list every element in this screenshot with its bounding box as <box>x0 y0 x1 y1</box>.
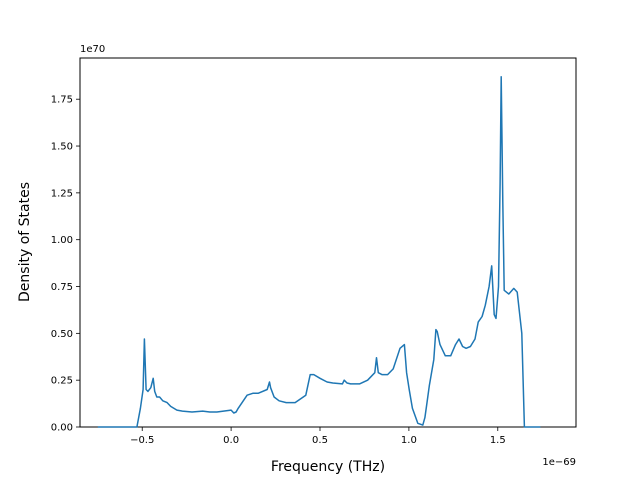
plot-frame <box>79 57 577 428</box>
x-tick-label: 0.0 <box>223 435 239 446</box>
y-tick-label: 1.25 <box>51 188 73 199</box>
x-tick-label: 1.0 <box>401 435 417 446</box>
x-axis-ticks: −0.5 0.0 0.5 1.0 1.5 <box>130 427 506 446</box>
x-axis-title: Frequency (THz) <box>271 459 385 475</box>
y-tick-label: 0.50 <box>51 329 73 340</box>
x-tick-label: 0.5 <box>312 435 328 446</box>
y-tick-label: 1.75 <box>51 95 73 106</box>
y-axis-ticks: 0.00 0.25 0.50 0.75 1.00 1.25 1.50 1.75 <box>51 95 80 434</box>
dos-series-line <box>97 75 541 428</box>
y-tick-label: 0.25 <box>51 376 73 387</box>
y-tick-label: 1.00 <box>51 235 73 246</box>
y-tick-label: 0.75 <box>51 282 73 293</box>
x-axis-exponent-label: 1e−69 <box>542 457 576 468</box>
y-tick-label: 1.50 <box>51 142 73 153</box>
y-axis-title: Density of States <box>17 182 33 302</box>
x-tick-label: −0.5 <box>130 435 154 446</box>
y-tick-label: 0.00 <box>51 423 73 434</box>
x-tick-label: 1.5 <box>490 435 506 446</box>
y-axis-exponent-label: 1e70 <box>80 44 105 55</box>
